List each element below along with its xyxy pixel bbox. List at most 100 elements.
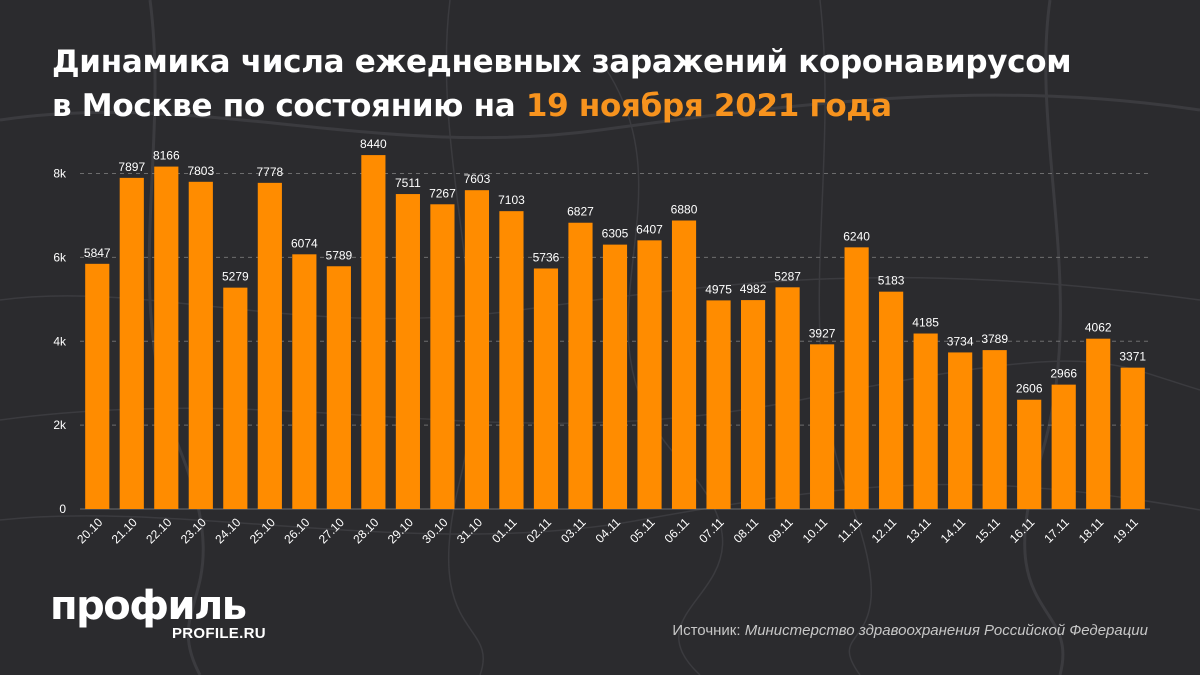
- x-tick-label: 10.11: [800, 515, 831, 546]
- bar-value-label: 7511: [395, 176, 421, 190]
- bar-value-label: 7267: [429, 186, 456, 200]
- x-tick-label: 09.11: [765, 515, 796, 546]
- bar-value-label: 5183: [878, 274, 905, 288]
- title-line-2: в Москве по состоянию на 19 ноября 2021 …: [52, 84, 1172, 128]
- bar: [844, 247, 869, 509]
- bar-value-label: 8166: [153, 149, 180, 163]
- x-tick-label: 14.11: [938, 515, 969, 546]
- x-tick-label: 03.11: [558, 515, 589, 546]
- bar: [430, 204, 455, 509]
- bar: [1120, 367, 1145, 509]
- x-tick-label: 12.11: [869, 515, 900, 546]
- bar-value-label: 5789: [326, 248, 353, 262]
- bar-value-label: 5287: [774, 269, 801, 283]
- x-tick-label: 20.10: [74, 515, 105, 546]
- bar-value-label: 6407: [636, 222, 663, 236]
- bar-value-label: 4975: [705, 282, 732, 296]
- bar: [810, 344, 835, 509]
- bar: [1017, 399, 1042, 509]
- bar: [982, 350, 1007, 509]
- x-tick-label: 01.11: [489, 515, 520, 546]
- x-tick-label: 04.11: [593, 515, 624, 546]
- bar-value-label: 3371: [1119, 350, 1146, 364]
- bar: [1051, 384, 1076, 509]
- title-date-highlight: 19 ноября 2021 года: [525, 88, 892, 124]
- x-tick-label: 31.10: [454, 515, 485, 546]
- x-tick-label: 24.10: [212, 515, 243, 546]
- bar-value-label: 7803: [187, 164, 214, 178]
- x-tick-label: 23.10: [178, 515, 209, 546]
- bar-value-label: 5736: [533, 250, 560, 264]
- bar: [1086, 338, 1111, 509]
- bar: [223, 287, 248, 509]
- bar-value-label: 3927: [809, 326, 836, 340]
- bar: [85, 263, 110, 509]
- bar-value-label: 5279: [222, 270, 249, 284]
- bar: [879, 291, 904, 509]
- brand-logo: профиль: [50, 583, 247, 629]
- bar: [740, 300, 766, 509]
- bar-value-label: 4062: [1085, 321, 1112, 335]
- x-tick-label: 08.11: [731, 515, 762, 546]
- x-tick-label: 18.11: [1076, 515, 1107, 546]
- bar-value-label: 6880: [671, 203, 698, 217]
- bar-value-label: 6827: [567, 205, 594, 219]
- bar-value-label: 3734: [947, 334, 974, 348]
- x-tick-label: 26.10: [281, 515, 312, 546]
- x-tick-label: 19.11: [1110, 515, 1141, 546]
- y-tick-label: 4k: [53, 334, 67, 348]
- bar: [154, 166, 179, 509]
- x-tick-label: 29.10: [385, 515, 416, 546]
- bar: [913, 333, 938, 509]
- brand-url: PROFILE.RU: [172, 625, 266, 642]
- source-organization: Министерство здравоохранения Российской …: [744, 622, 1148, 639]
- y-tick-label: 0: [59, 502, 66, 516]
- map-road-line: [0, 93, 1200, 140]
- bar-value-label: 7778: [256, 165, 283, 179]
- chart-title: Динамика числа ежедневных заражений коро…: [52, 40, 1172, 128]
- x-tick-label: 16.11: [1007, 515, 1038, 546]
- x-tick-label: 21.10: [109, 515, 140, 546]
- bar-value-label: 4185: [912, 316, 939, 330]
- bar-value-label: 7897: [118, 160, 145, 174]
- y-tick-label: 6k: [53, 250, 67, 264]
- bar: [671, 220, 697, 509]
- bar-value-label: 4982: [740, 282, 767, 296]
- map-road-line: [1023, 0, 1065, 675]
- bar-value-label: 7103: [498, 193, 525, 207]
- x-tick-label: 17.11: [1041, 515, 1072, 546]
- bar: [602, 244, 628, 510]
- bar: [948, 352, 973, 509]
- x-tick-label: 05.11: [627, 515, 658, 546]
- bar: [119, 177, 144, 509]
- bar: [637, 240, 662, 509]
- x-tick-label: 25.10: [247, 515, 278, 546]
- bar-value-label: 6240: [843, 229, 870, 243]
- source-prefix: Источник:: [672, 622, 745, 639]
- bar: [361, 155, 386, 509]
- bar-value-label: 5847: [84, 246, 111, 260]
- source-note: Источник: Министерство здравоохранения Р…: [672, 622, 1148, 639]
- bar: [395, 194, 420, 509]
- bar-value-label: 6305: [602, 227, 629, 241]
- bar-value-label: 8440: [360, 137, 387, 151]
- bar-value-label: 2606: [1016, 382, 1043, 396]
- x-tick-label: 11.11: [835, 515, 865, 545]
- bar-value-label: 2966: [1050, 367, 1077, 381]
- bar: [326, 266, 351, 509]
- y-tick-label: 2k: [53, 418, 67, 432]
- bar: [568, 222, 593, 509]
- x-tick-label: 28.10: [350, 515, 381, 546]
- x-tick-label: 02.11: [524, 515, 555, 546]
- bar: [499, 211, 524, 509]
- bar-value-label: 3789: [981, 332, 1008, 346]
- bar: [292, 254, 317, 509]
- x-tick-label: 07.11: [696, 515, 727, 546]
- x-tick-label: 30.10: [419, 515, 450, 546]
- title-prefix: в Москве по состоянию на: [52, 88, 526, 124]
- bar: [257, 182, 282, 510]
- x-tick-label: 06.11: [662, 515, 693, 546]
- bar: [706, 300, 731, 509]
